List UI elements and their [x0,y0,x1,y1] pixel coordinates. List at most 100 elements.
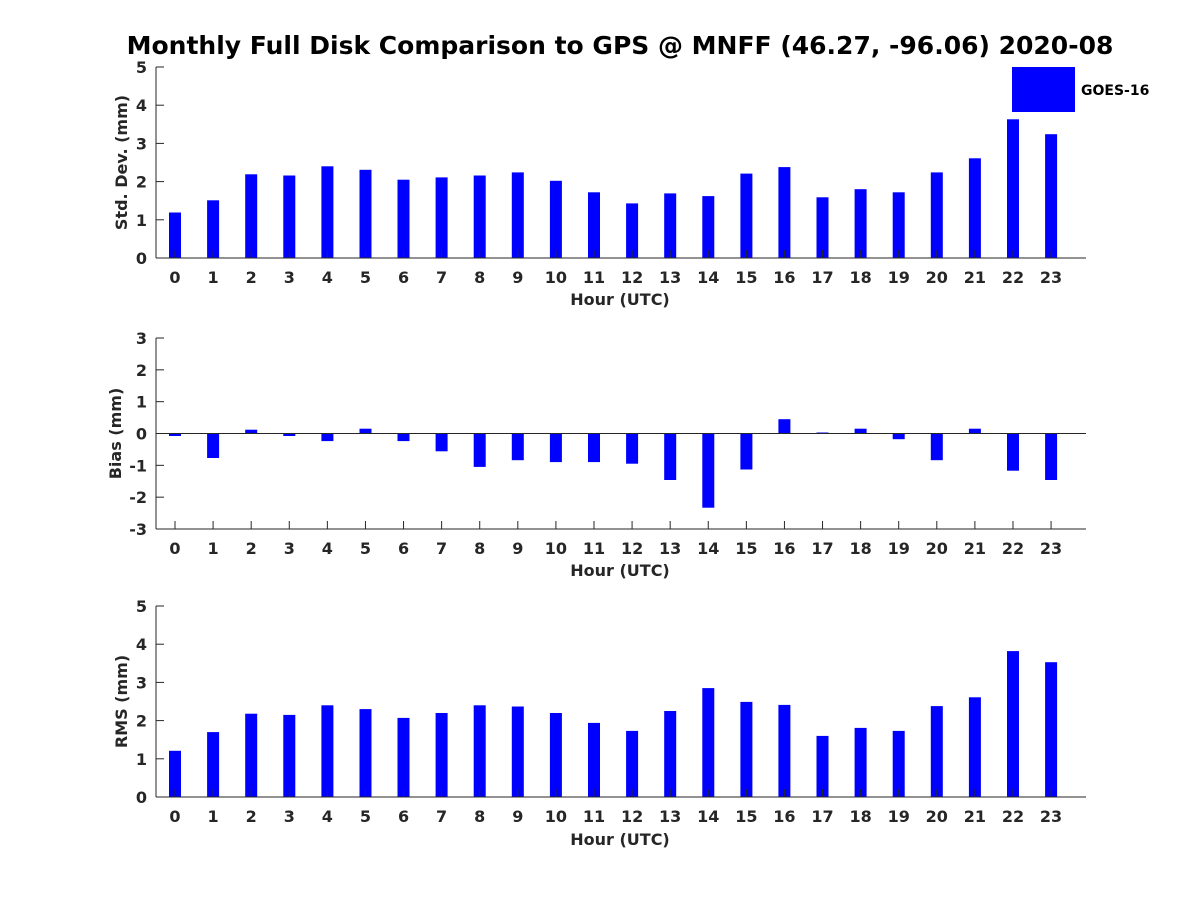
x-tick-label: 0 [169,807,180,826]
bar [397,433,410,442]
bar [359,428,372,434]
bar [321,705,334,797]
bar [245,429,258,434]
y-tick-label: 4 [136,635,147,654]
y-axis-label: Std. Dev. (mm) [112,95,131,230]
x-tick-label: 18 [849,807,871,826]
bar [1007,119,1019,258]
bar [473,705,486,797]
x-tick-label: 6 [398,539,409,558]
y-tick-label: -2 [129,488,147,507]
x-tick-label: 9 [512,268,523,287]
x-tick-label: 15 [735,539,757,558]
bar [549,180,562,258]
bar [664,711,677,797]
x-tick-label: 4 [322,807,333,826]
y-tick-label: 1 [136,211,147,230]
bar [968,428,981,434]
x-tick-label: 1 [208,268,219,287]
bar [740,701,753,797]
bar [778,704,791,797]
bar [169,750,181,797]
x-tick-label: 23 [1040,807,1062,826]
bar [778,167,791,258]
y-tick-label: -3 [129,520,147,539]
x-tick-label: 19 [888,268,910,287]
x-tick-label: 2 [246,539,257,558]
x-tick-label: 5 [360,268,371,287]
bar [778,419,791,434]
y-tick-label: 2 [136,173,147,192]
bar [968,697,981,797]
y-tick-label: 2 [136,712,147,731]
x-tick-label: 15 [735,807,757,826]
y-tick-label: 3 [136,329,147,348]
x-axis-label: Hour (UTC) [570,561,670,580]
y-tick-label: 0 [136,249,147,268]
y-tick-label: 0 [136,425,147,444]
x-tick-label: 11 [583,807,605,826]
bar [359,169,372,258]
bar-series [169,119,1058,258]
x-tick-label: 16 [773,539,795,558]
bar [930,433,943,461]
x-tick-label: 9 [512,807,523,826]
figure-title: Monthly Full Disk Comparison to GPS @ MN… [127,31,1114,60]
x-tick-label: 13 [659,539,681,558]
bar [1045,662,1058,797]
bar [1045,134,1058,258]
x-tick-label: 14 [697,539,719,558]
x-tick-label: 10 [545,807,567,826]
x-tick-label: 7 [436,268,447,287]
x-tick-label: 3 [284,807,295,826]
bar [397,717,410,797]
bar [854,428,867,434]
x-tick-label: 8 [474,268,485,287]
bar [283,175,296,258]
bar [169,433,181,436]
legend-swatch [1012,67,1075,112]
x-tick-label: 14 [697,807,719,826]
bar [1045,433,1058,480]
x-tick-label: 13 [659,268,681,287]
legend-label: GOES-16 [1081,83,1149,99]
x-tick-label: 17 [811,539,833,558]
x-tick-label: 5 [360,539,371,558]
x-tick-label: 20 [926,268,948,287]
bar [511,433,524,461]
bar [702,196,715,258]
x-tick-label: 6 [398,268,409,287]
y-tick-label: 5 [136,58,147,77]
bar [207,200,220,258]
x-tick-label: 14 [697,268,719,287]
bar [169,212,181,258]
x-tick-label: 21 [964,539,986,558]
bar [321,166,334,258]
bar [207,732,220,797]
bar [283,714,296,797]
bar [588,722,600,797]
y-tick-label: 0 [136,788,147,807]
bar [1007,651,1019,797]
x-tick-label: 3 [284,539,295,558]
y-tick-label: 2 [136,361,147,380]
x-tick-label: 12 [621,539,643,558]
x-tick-label: 22 [1002,539,1024,558]
bar [511,706,524,797]
y-tick-label: 1 [136,750,147,769]
x-tick-label: 17 [811,268,833,287]
x-tick-label: 12 [621,807,643,826]
bar [854,189,867,258]
y-tick-label: 5 [136,597,147,616]
bar [892,192,905,258]
bar [359,709,372,797]
bar [511,172,524,258]
bar [664,433,677,480]
bar [1007,433,1019,471]
x-tick-label: 8 [474,539,485,558]
bar [283,433,296,436]
x-axis-label: Hour (UTC) [570,290,670,309]
bar [435,177,448,258]
x-tick-label: 19 [888,539,910,558]
bar-series [169,651,1058,797]
